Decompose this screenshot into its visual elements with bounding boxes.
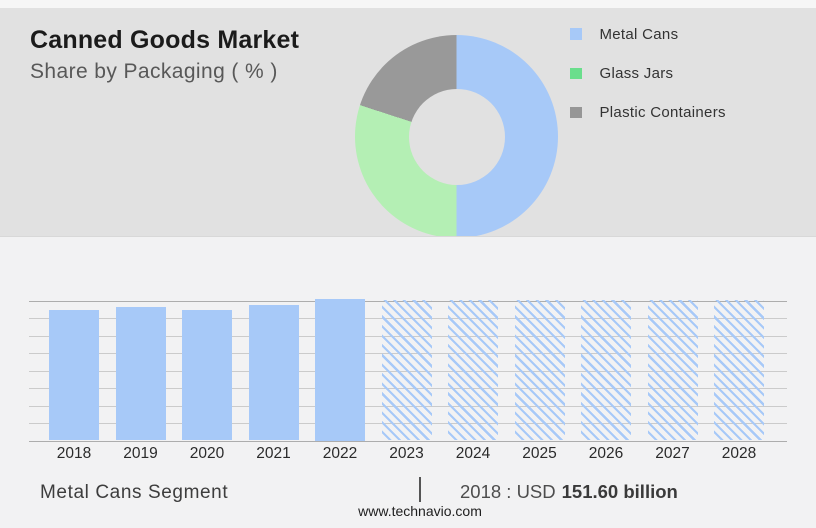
bar-2026-forecast xyxy=(581,299,631,441)
bar-2022 xyxy=(315,299,365,441)
page-subtitle: Share by Packaging ( % ) xyxy=(30,60,278,83)
value-bold: 151.60 billion xyxy=(561,481,678,502)
x-axis-label: 2025 xyxy=(522,445,557,462)
segment-value: 2018 : USD 151.60 billion xyxy=(460,481,678,503)
legend-swatch-icon xyxy=(570,106,582,119)
separator-bar xyxy=(419,477,421,502)
chart-section: 2018 2019 2020 2021 2022 2023 2024 2025 2026 2027… xyxy=(0,237,816,528)
bar-2021 xyxy=(248,304,299,441)
x-axis-label: 2026 xyxy=(588,445,624,462)
x-axis-label: 2022 xyxy=(322,445,358,462)
segment-label: Metal Cans Segment xyxy=(40,482,229,503)
section-divider xyxy=(0,236,816,237)
x-axis-label: 2024 xyxy=(455,445,491,462)
bar-2027-forecast xyxy=(647,299,698,441)
x-axis-label: 2020 xyxy=(189,445,225,462)
value-prefix: 2018 : USD xyxy=(460,481,556,502)
bar-2024-forecast xyxy=(448,299,498,441)
bar-2018 xyxy=(49,310,99,441)
legend-label: Plastic Containers xyxy=(599,104,726,122)
header-section: Canned Goods Market Share by Packaging (… xyxy=(0,8,816,238)
bar-2025-forecast xyxy=(514,299,565,441)
legend-item: Plastic Containers xyxy=(570,101,726,125)
bar-chart: 2018 2019 2020 2021 2022 2023 2024 2025 2026 2027… xyxy=(0,237,816,528)
x-axis-label: 2018 xyxy=(56,445,92,462)
website-url: www.technavio.com xyxy=(358,503,482,519)
legend-label: Glass Jars xyxy=(599,64,674,82)
gridline xyxy=(29,440,787,442)
page-title: Canned Goods Market xyxy=(30,26,300,54)
bar-2020 xyxy=(182,309,232,441)
x-axis-label: 2028 xyxy=(721,445,757,462)
bar-2019 xyxy=(115,306,166,441)
legend-item: Glass Jars xyxy=(570,61,673,85)
bar-2028-forecast xyxy=(714,299,764,441)
x-axis-label: 2027 xyxy=(655,445,690,462)
donut-chart xyxy=(355,35,558,238)
legend-label: Metal Cans xyxy=(599,25,679,43)
bar-2023-forecast xyxy=(381,299,432,441)
x-axis-label: 2023 xyxy=(389,445,424,462)
x-axis-label: 2019 xyxy=(123,445,158,462)
x-axis-label: 2021 xyxy=(256,445,291,462)
top-strip xyxy=(0,0,816,8)
legend-swatch-icon xyxy=(570,28,582,40)
donut-legend: Metal Cans Glass Jars Plastic Containers xyxy=(570,22,800,132)
donut-hole xyxy=(408,88,505,185)
legend-swatch-icon xyxy=(570,67,582,80)
legend-item: Metal Cans xyxy=(570,22,678,46)
